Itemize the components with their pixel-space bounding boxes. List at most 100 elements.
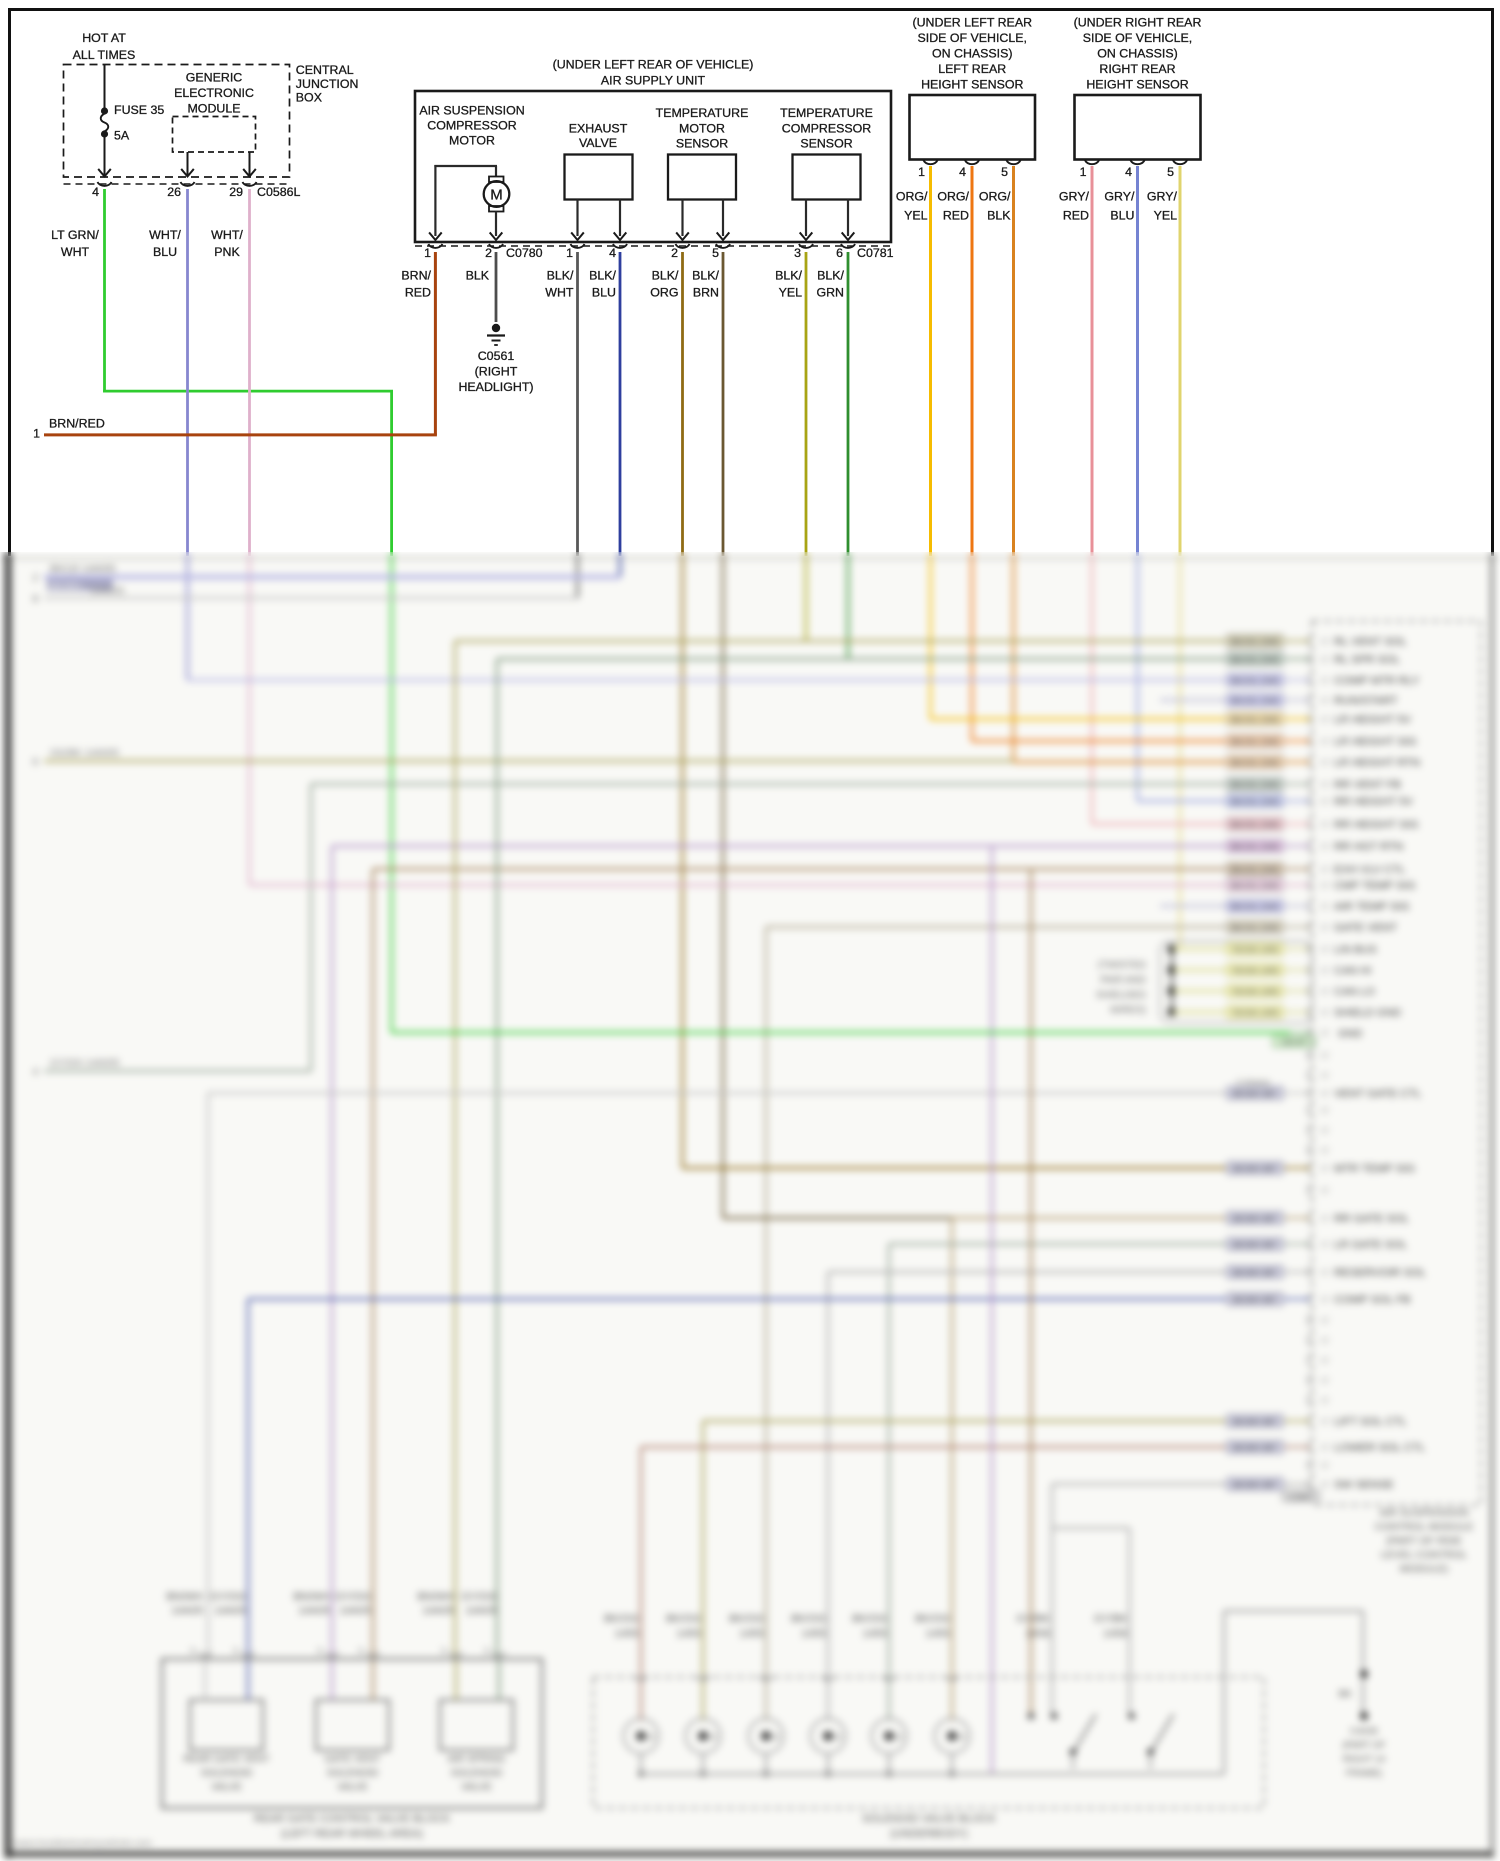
svg-text:1456: 1456 [1103, 1628, 1127, 1640]
svg-text:HEADLIGHT): HEADLIGHT) [458, 380, 533, 394]
svg-text:M: M [710, 1733, 717, 1742]
svg-text:BK/OG 2345: BK/OG 2345 [1231, 637, 1279, 647]
svg-text:BK/WH 887: BK/WH 887 [1233, 1214, 1278, 1224]
svg-text:BK/OG: BK/OG [666, 1613, 701, 1625]
svg-text:YEL: YEL [779, 286, 803, 300]
svg-text:RR GATE SOL: RR GATE SOL [1334, 1213, 1409, 1225]
svg-text:LEVEL CONTROL: LEVEL CONTROL [1381, 1549, 1468, 1561]
svg-text:12: 12 [1320, 1396, 1329, 1405]
svg-text:BK/OG 2345: BK/OG 2345 [1231, 881, 1279, 891]
svg-text:BLK/: BLK/ [692, 269, 719, 283]
svg-text:YE/GN 1455: YE/GN 1455 [1231, 987, 1279, 997]
svg-text:GY/BK: GY/BK [1094, 1613, 1128, 1625]
svg-text:GRY/: GRY/ [1147, 190, 1178, 204]
svg-text:2: 2 [32, 573, 38, 584]
svg-text:C4035: C4035 [1350, 1726, 1378, 1737]
svg-text:GN 87: GN 87 [1282, 1037, 1307, 1047]
svg-text:BK: BK [1339, 1689, 1353, 1700]
svg-text:LIFT SOL CTL: LIFT SOL CTL [1334, 1416, 1407, 1428]
svg-text:12: 12 [1320, 1240, 1329, 1249]
svg-text:WHT: WHT [545, 286, 574, 300]
svg-text:BK/OG 2345: BK/OG 2345 [1231, 923, 1279, 933]
svg-text:12: 12 [1320, 1051, 1329, 1060]
svg-text:COMP SOL FB: COMP SOL FB [1334, 1294, 1411, 1306]
svg-text:GY/OG: GY/OG [335, 1591, 371, 1603]
svg-text:8: 8 [32, 594, 38, 605]
svg-text:12: 12 [1320, 820, 1329, 829]
svg-text:YEL: YEL [904, 209, 928, 223]
svg-text:5: 5 [712, 246, 719, 260]
svg-text:EXHAUST: EXHAUST [569, 122, 628, 136]
svg-text:12: 12 [1320, 1126, 1329, 1135]
svg-text:ALL TIMES: ALL TIMES [73, 48, 136, 62]
svg-text:BK/OG 2345: BK/OG 2345 [1231, 696, 1279, 706]
svg-text:3: 3 [441, 1646, 446, 1657]
svg-text:YE/GN 1455: YE/GN 1455 [1231, 945, 1279, 955]
svg-text:GRY/: GRY/ [1104, 190, 1135, 204]
svg-text:BK/WH 887: BK/WH 887 [1233, 1268, 1278, 1278]
svg-text:12: 12 [1320, 1106, 1329, 1115]
svg-text:BK/WH 887: BK/WH 887 [1233, 1480, 1278, 1490]
svg-text:RR HGT RTN: RR HGT RTN [1334, 841, 1403, 853]
svg-text:SOLENOID: SOLENOID [201, 1768, 253, 1779]
svg-text:BRN: BRN [693, 286, 719, 300]
svg-text:3: 3 [358, 1646, 363, 1657]
svg-text:CMP TEMP SIG: CMP TEMP SIG [1334, 880, 1416, 892]
svg-text:12: 12 [1320, 987, 1329, 996]
svg-text:BK/OG 2345: BK/OG 2345 [1231, 676, 1279, 686]
svg-text:TEMPERATURE: TEMPERATURE [780, 106, 873, 120]
svg-text:PAIR AND: PAIR AND [1100, 975, 1146, 986]
svg-text:26: 26 [167, 185, 181, 199]
svg-text:GRN: GRN [816, 286, 844, 300]
svg-text:SW SENSE: SW SENSE [1334, 1479, 1394, 1491]
svg-text:GND: GND [1338, 1028, 1363, 1040]
svg-text:4: 4 [1125, 165, 1132, 179]
svg-text:JUNCTION: JUNCTION [296, 77, 359, 91]
svg-text:HEIGHT SENSOR: HEIGHT SENSOR [921, 78, 1023, 92]
svg-text:4: 4 [32, 1067, 38, 1078]
svg-text:12: 12 [1320, 1186, 1329, 1195]
svg-text:12: 12 [1320, 676, 1329, 685]
svg-text:(UNDER RIGHT REAR: (UNDER RIGHT REAR [1074, 16, 1202, 30]
svg-text:2: 2 [671, 246, 678, 260]
svg-text:BK/OG: BK/OG [604, 1613, 639, 1625]
svg-text:FRAME): FRAME) [1346, 1768, 1382, 1779]
svg-text:SHIELDED: SHIELDED [1096, 990, 1146, 1001]
svg-text:GY/GN 14A005: GY/GN 14A005 [50, 1058, 120, 1069]
svg-text:14A05: 14A05 [465, 1605, 497, 1617]
svg-text:12: 12 [1320, 945, 1329, 954]
svg-text:1455: 1455 [677, 1628, 701, 1640]
svg-text:CAN HI: CAN HI [1334, 965, 1371, 977]
svg-text:MOTOR: MOTOR [449, 134, 495, 148]
svg-text:4: 4 [609, 246, 616, 260]
svg-text:BK/WH: BK/WH [50, 581, 81, 592]
svg-text:RL SPR SOL: RL SPR SOL [1334, 654, 1400, 666]
svg-text:12: 12 [1320, 1316, 1329, 1325]
svg-text:LR GATE SOL: LR GATE SOL [1334, 1239, 1407, 1251]
svg-text:BLK/: BLK/ [652, 269, 679, 283]
svg-text:C0781: C0781 [857, 246, 894, 260]
svg-text:HEIGHT SENSOR: HEIGHT SENSOR [1086, 78, 1188, 92]
svg-text:AIR TEMP SIG: AIR TEMP SIG [1334, 901, 1410, 913]
svg-text:EXH VLV CTL: EXH VLV CTL [1334, 864, 1405, 876]
svg-text:4: 4 [92, 185, 99, 199]
svg-text:(RIGHT: (RIGHT [475, 365, 518, 379]
svg-text:BK/WH 887: BK/WH 887 [1233, 1295, 1278, 1305]
svg-text:AIR SUPPLY UNIT: AIR SUPPLY UNIT [601, 74, 706, 88]
svg-text:TEMPERATURE: TEMPERATURE [656, 106, 749, 120]
svg-text:BN/WH: BN/WH [166, 1591, 203, 1603]
svg-text:WHT/: WHT/ [149, 228, 181, 242]
svg-text:MOTOR: MOTOR [679, 121, 725, 135]
svg-text:YEL: YEL [1154, 209, 1178, 223]
svg-text:14A05: 14A05 [422, 1605, 454, 1617]
svg-text:GRY/: GRY/ [1059, 190, 1090, 204]
svg-text:BK/WH 887: BK/WH 887 [1233, 1417, 1278, 1427]
svg-text:12: 12 [1320, 1443, 1329, 1452]
svg-text:12: 12 [1320, 637, 1329, 646]
svg-text:12: 12 [1320, 842, 1329, 851]
svg-text:BK/LB 14A005: BK/LB 14A005 [50, 564, 116, 575]
svg-text:BK/OG 2345: BK/OG 2345 [1231, 655, 1279, 665]
svg-text:BLK/: BLK/ [547, 269, 574, 283]
svg-text:14A05: 14A05 [171, 1605, 203, 1617]
svg-text:ORG/: ORG/ [979, 190, 1011, 204]
